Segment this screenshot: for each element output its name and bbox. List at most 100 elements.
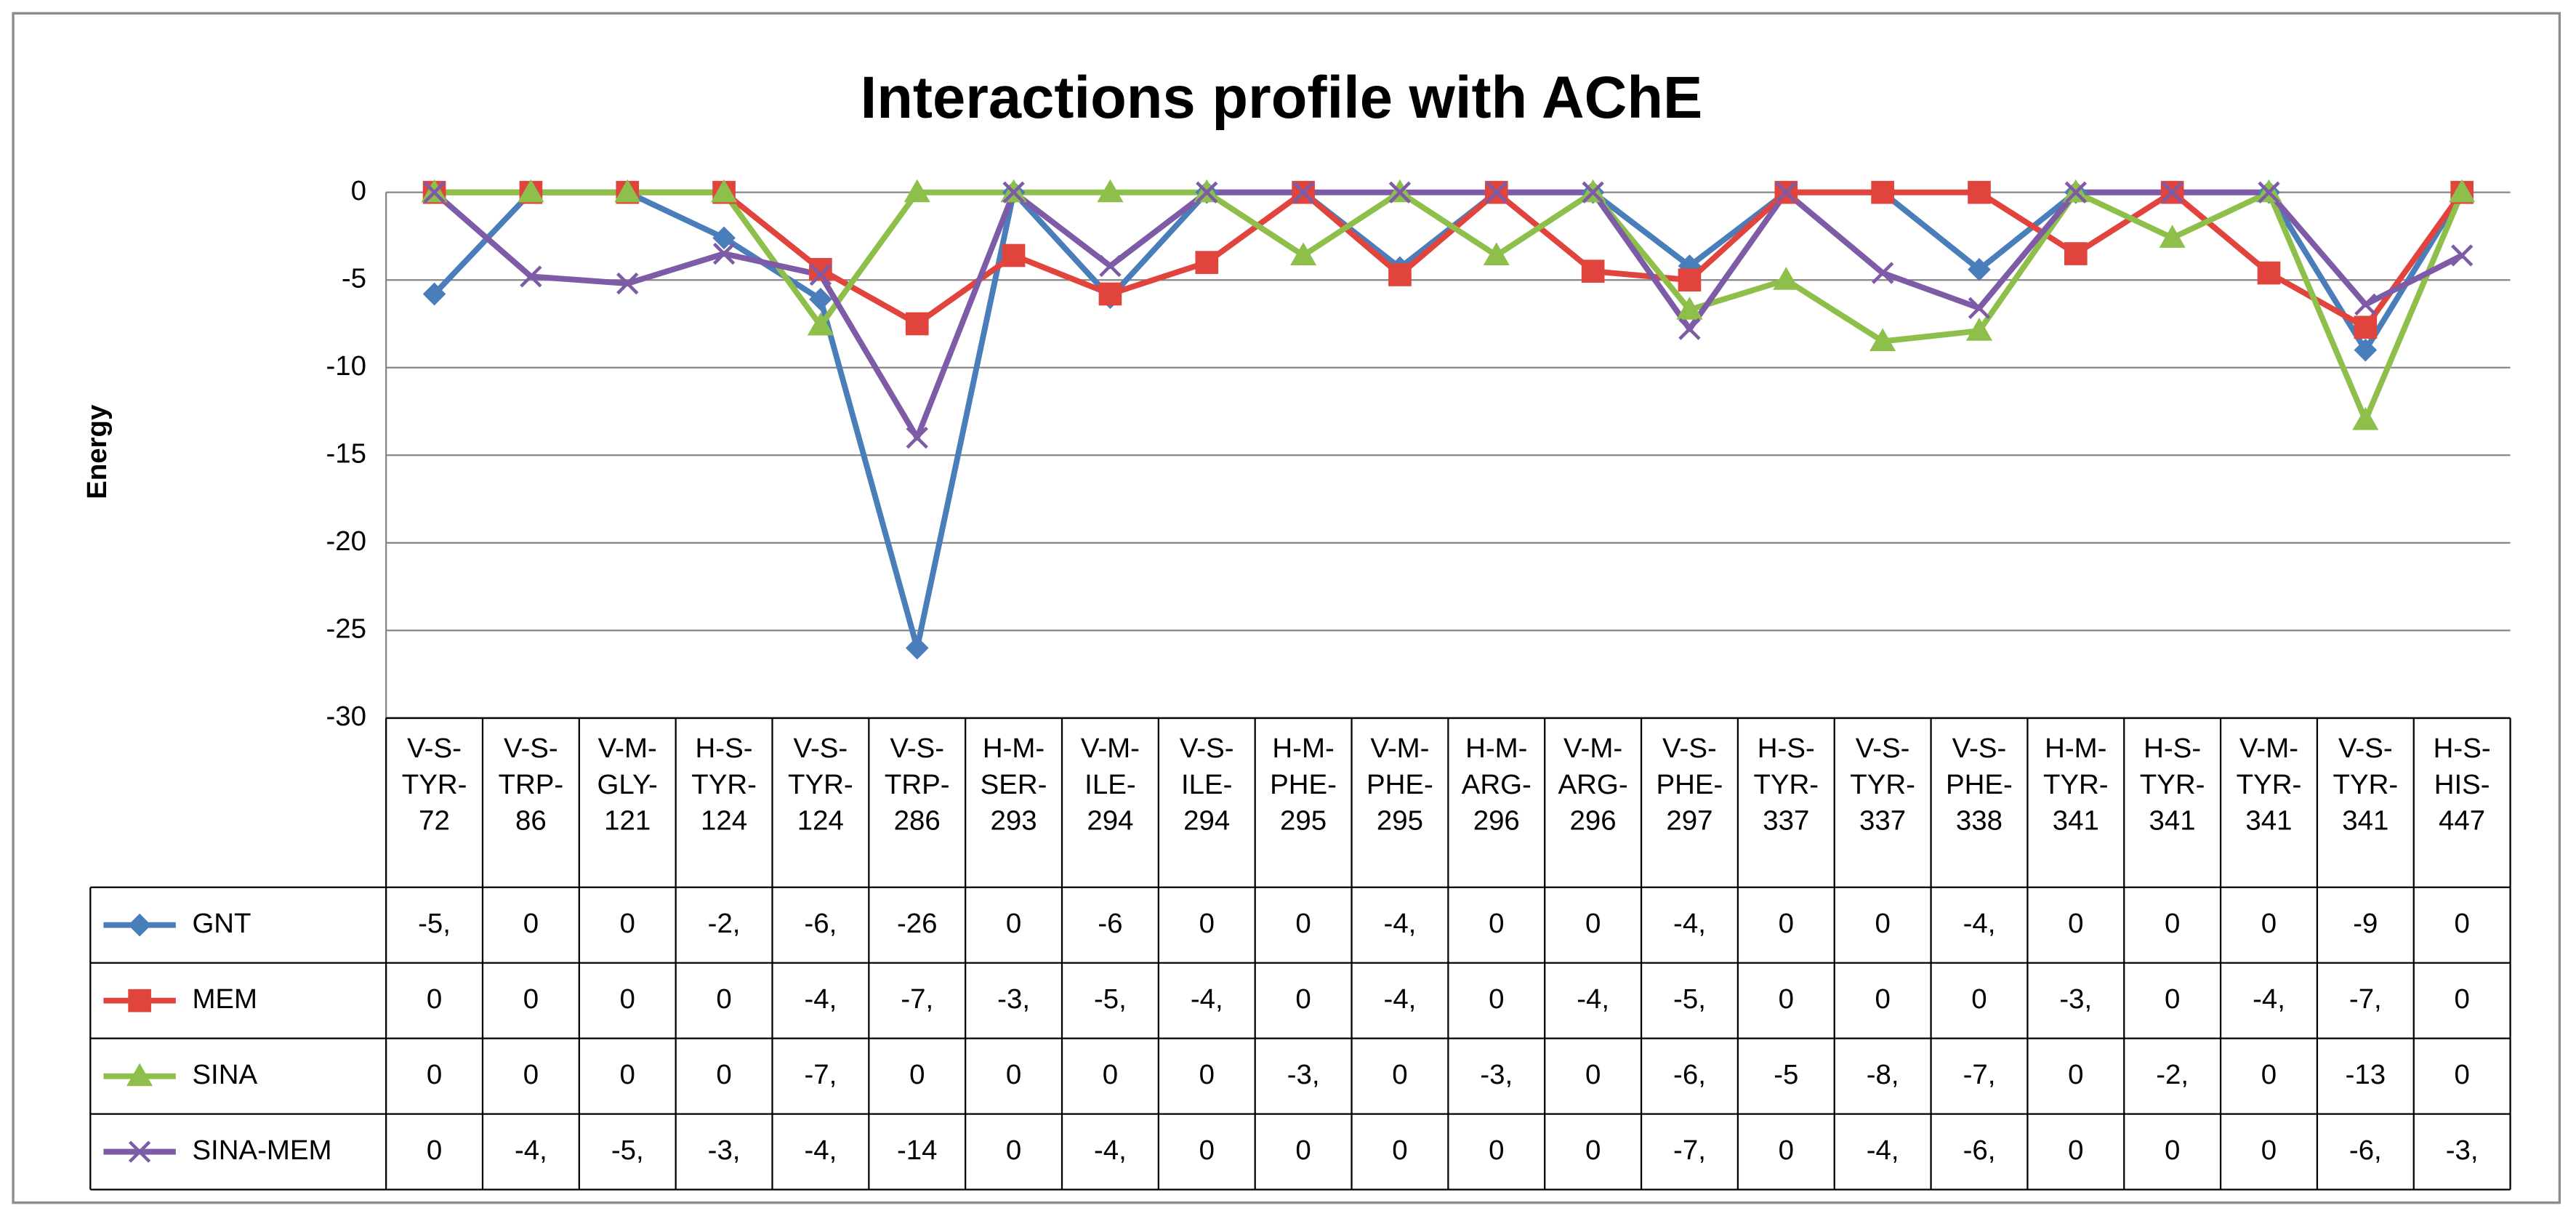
table-value: -7, — [901, 983, 933, 1015]
data-point — [712, 226, 736, 250]
table-value: -7, — [805, 1059, 837, 1090]
data-point — [906, 427, 928, 449]
x-tick-label: V-S-ILE-294 — [1179, 733, 1234, 837]
legend-label: SINA — [192, 1059, 257, 1090]
table-value: -3, — [1287, 1059, 1320, 1090]
y-tick-label: -20 — [326, 526, 367, 557]
series-line — [432, 189, 2463, 441]
table-value: 0 — [523, 983, 539, 1015]
data-point — [1099, 254, 1122, 278]
table-value: 0 — [427, 1135, 442, 1166]
table-value: -3, — [2446, 1135, 2479, 1166]
data-point — [518, 179, 544, 203]
data-point — [1582, 181, 1604, 204]
data-point — [1098, 282, 1122, 306]
data-point — [1773, 267, 1800, 290]
x-tick-label-box: V-S-TRP-86 — [499, 733, 564, 836]
legend-label: MEM — [192, 983, 257, 1015]
data-point — [807, 312, 834, 336]
table-value: 0 — [1779, 983, 1794, 1015]
data-point — [520, 265, 542, 288]
y-tick-label: -10 — [326, 350, 367, 382]
x-tick-label-box: H-M-TYR-341 — [2043, 733, 2109, 836]
table-value: -4, — [1384, 908, 1417, 939]
table-value: 0 — [620, 908, 635, 939]
data-point — [1869, 328, 1896, 352]
table-value: 0 — [1489, 908, 1504, 939]
legend-label: GNT — [192, 908, 251, 939]
table-value: -4, — [1963, 908, 1996, 939]
data-point — [1002, 243, 1026, 267]
table-value: 0 — [1585, 908, 1601, 939]
data-point — [712, 242, 736, 265]
table-value: -4, — [805, 1135, 837, 1166]
data-point — [616, 272, 639, 295]
table-value: 0 — [2165, 908, 2180, 939]
data-point — [1676, 297, 1703, 320]
table-value: 0 — [1295, 1135, 1311, 1166]
table-value: 0 — [1875, 908, 1890, 939]
data-point — [2258, 181, 2280, 204]
x-tick-label-box: V-M-TYR-341 — [2237, 733, 2302, 836]
data-point — [1196, 181, 1218, 204]
x-tick-label: H-M-SER-293 — [980, 733, 1047, 837]
x-tick-label: V-S-TYR-72 — [401, 733, 467, 837]
data-point — [1292, 181, 1315, 204]
x-tick-label: V-M-ILE-294 — [1080, 733, 1140, 837]
table-value: 0 — [1875, 983, 1890, 1015]
legend-marker — [126, 1063, 153, 1087]
table-value: 0 — [1392, 1059, 1407, 1090]
x-tick-label-box: V-S-TYR-124 — [788, 733, 853, 836]
table-value: 0 — [1006, 1135, 1021, 1166]
x-tick-label: V-S-PHE-338 — [1946, 733, 2013, 837]
table-value: -3, — [1480, 1059, 1513, 1090]
y-tick-label: -30 — [326, 701, 367, 732]
table-value: 0 — [2261, 908, 2277, 939]
table-value: 0 — [2165, 983, 2180, 1015]
data-point — [1871, 262, 1894, 284]
table-value: -3, — [708, 1135, 741, 1166]
table-value: -14 — [897, 1135, 938, 1166]
x-tick-label: H-M-ARG-296 — [1461, 733, 1531, 837]
x-tick-label: V-S-PHE-297 — [1656, 733, 1723, 837]
table-value: 0 — [427, 1059, 442, 1090]
table-value: -5, — [1094, 983, 1127, 1015]
table-value: 0 — [2068, 1135, 2083, 1166]
table-value: -13 — [2346, 1059, 2386, 1090]
table-value: -5, — [418, 908, 451, 939]
data-point — [614, 179, 641, 203]
x-tick-label: V-S-TYR-341 — [2333, 733, 2399, 837]
table-value: -7, — [1963, 1059, 1996, 1090]
data-point — [2159, 225, 2186, 248]
table-value: -8, — [1867, 1059, 1899, 1090]
table-value: 0 — [1392, 1135, 1407, 1166]
x-tick-label-box: V-M-GLY-121 — [597, 733, 658, 837]
table-value: -4, — [515, 1135, 547, 1166]
table-value: 0 — [1779, 1135, 1794, 1166]
table-value: -4, — [1191, 983, 1223, 1015]
legend-label: SINA-MEM — [192, 1135, 331, 1166]
table-value: 0 — [2068, 908, 2083, 939]
x-tick-label-box: V-S-TYR-337 — [1850, 733, 1915, 837]
table-value: -4, — [1577, 983, 1609, 1015]
data-point — [2449, 179, 2476, 203]
data-point — [1195, 251, 1219, 274]
x-tick-label: V-M-GLY-121 — [597, 733, 658, 837]
table-value: -4, — [2253, 983, 2285, 1015]
table-value: 0 — [2454, 983, 2469, 1015]
table-value: 0 — [2261, 1135, 2277, 1166]
table-value: 0 — [2261, 1059, 2277, 1090]
table-value: 0 — [1199, 1135, 1215, 1166]
table-value: 0 — [2068, 1059, 2083, 1090]
data-point — [1388, 181, 1412, 204]
x-tick-label-box: V-M-ARG-296 — [1558, 733, 1628, 836]
x-tick-label-box: V-S-PHE-297 — [1656, 733, 1723, 837]
table-value: -5, — [611, 1135, 644, 1166]
table-value: -7, — [2349, 983, 2382, 1015]
x-tick-label: V-S-TYR-337 — [1850, 733, 1915, 837]
data-point — [1002, 181, 1025, 204]
legend-marker — [128, 988, 151, 1012]
chart-border — [12, 12, 2561, 1204]
table-value: 0 — [620, 1059, 635, 1090]
